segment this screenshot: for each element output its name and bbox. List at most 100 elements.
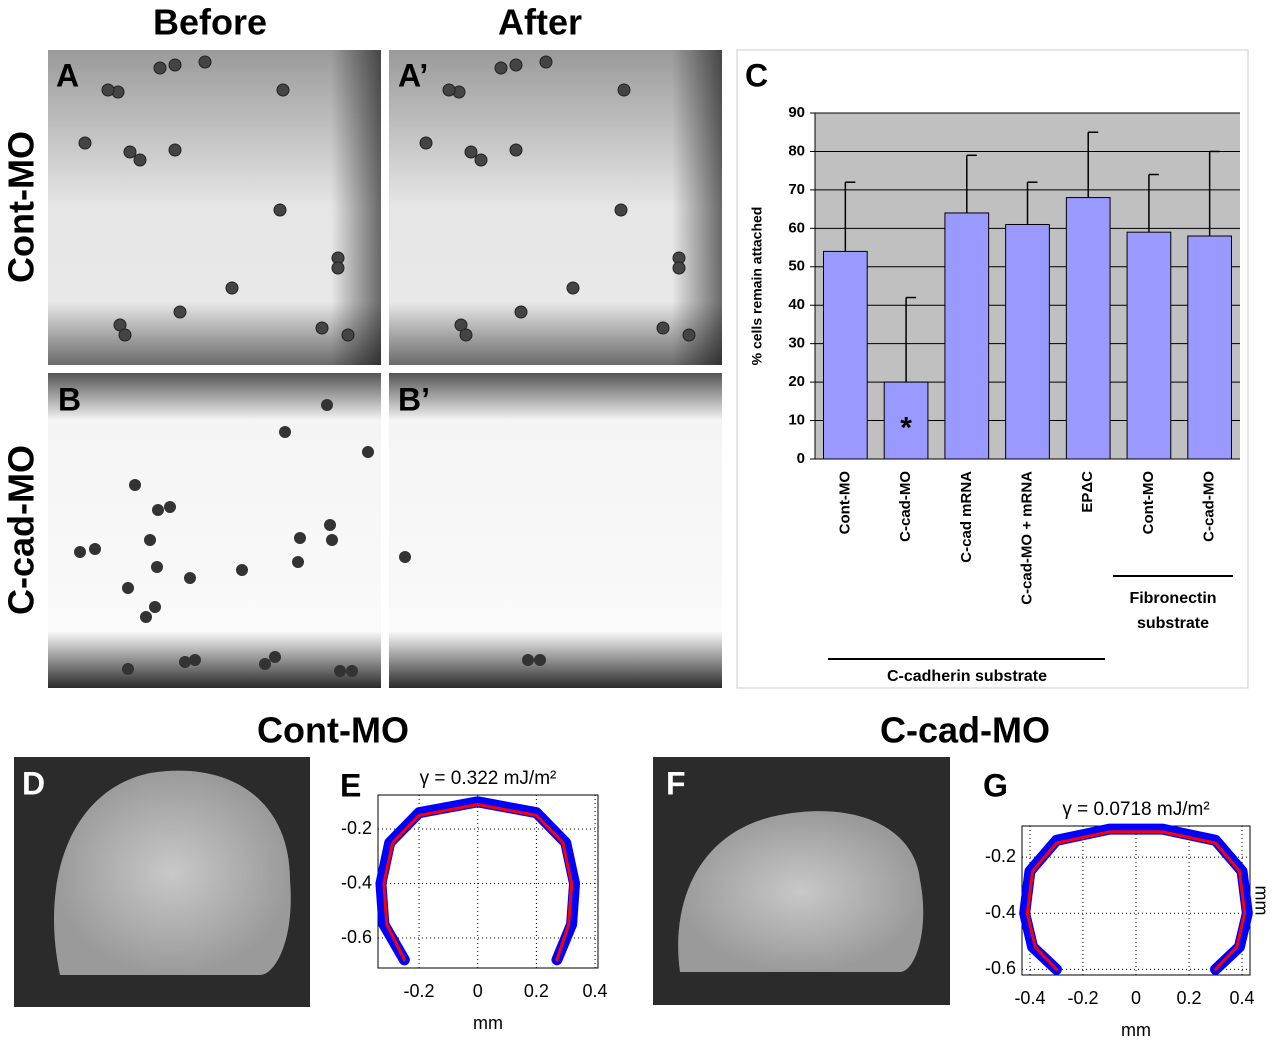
x-tick-label: 0 [473, 981, 483, 1001]
y-tick-label: 50 [788, 258, 805, 275]
cell [509, 143, 523, 157]
panel-label: B [58, 381, 81, 417]
curve [1019, 823, 1253, 975]
bar [1187, 235, 1233, 460]
image-a-shade [48, 50, 381, 365]
cell [656, 321, 670, 335]
cell [459, 328, 473, 342]
cell [164, 501, 176, 513]
bar [823, 250, 868, 460]
y-tick-label: 0 [797, 450, 805, 467]
y-axis-label: mm [1251, 886, 1271, 916]
cell [534, 654, 546, 666]
image-a-prime-shade [389, 50, 722, 365]
cell [292, 556, 304, 568]
cell [225, 281, 239, 295]
x-tick-label: 0.2 [524, 981, 549, 1001]
bar [944, 212, 990, 460]
cell [522, 654, 534, 666]
cell [129, 479, 141, 491]
y-tick-label: 10 [788, 412, 805, 429]
y-tick-label: -0.6 [341, 927, 372, 947]
cell [184, 572, 196, 584]
cell [539, 55, 553, 69]
y-tick-label: -0.2 [985, 846, 1016, 866]
x-tick-label: 0.4 [1230, 988, 1255, 1008]
group-label: C-cadherin substrate [887, 668, 1047, 685]
cell [279, 426, 291, 438]
x-tick-label: C-cad-MO + mRNA [1018, 471, 1035, 605]
x-tick-label: C-cad mRNA [958, 471, 975, 563]
group-label: Fibronectin substrate [1129, 590, 1216, 632]
cell [198, 55, 212, 69]
cell [315, 321, 329, 335]
x-axis-label: mm [1121, 1020, 1151, 1039]
cell [334, 665, 346, 677]
cell [442, 83, 456, 97]
cell [259, 658, 271, 670]
y-tick-label: 60 [788, 219, 805, 236]
cell [269, 651, 281, 663]
cell [149, 601, 161, 613]
panel-label: A [56, 57, 79, 93]
cell [236, 564, 248, 576]
aggregate-f [678, 811, 924, 972]
cell [617, 83, 631, 97]
y-tick-label: 20 [788, 373, 805, 390]
x-tick-label: Cont-MO [1140, 471, 1157, 535]
cell [189, 654, 201, 666]
x-tick-label: EPΔC [1079, 471, 1096, 513]
cell [321, 399, 333, 411]
cell [122, 663, 134, 675]
cell [346, 665, 358, 677]
cell [682, 328, 696, 342]
cell [144, 534, 156, 546]
cell [89, 543, 101, 555]
y-tick-label: -0.4 [985, 902, 1016, 922]
x-tick-label: -0.4 [1014, 988, 1045, 1008]
row-label: Cont-MO [1, 131, 42, 283]
curve [1025, 830, 1247, 971]
panel-label: C [745, 57, 768, 93]
cell [464, 145, 478, 159]
y-tick-label: 30 [788, 335, 805, 352]
panel-label: B’ [398, 381, 430, 417]
x-tick-label: 0.4 [583, 981, 608, 1001]
panel-label: E [340, 767, 361, 803]
y-tick-label: -0.6 [985, 958, 1016, 978]
panel-label: G [983, 767, 1008, 803]
panel-title: C-cad-MO [880, 710, 1050, 751]
x-tick-label: C-cad-MO [1201, 471, 1218, 542]
cells [74, 55, 696, 677]
cell [122, 582, 134, 594]
x-axis-label: mm [473, 1013, 503, 1033]
cell [494, 61, 508, 75]
cell [362, 446, 374, 458]
image-b-prime [389, 373, 722, 688]
panel-label: A’ [398, 57, 428, 93]
x-tick-label: 0 [1131, 988, 1141, 1008]
row-label: C-cad-MO [1, 445, 42, 615]
cell [341, 328, 355, 342]
panel-label: F [666, 765, 686, 801]
y-tick-label: -0.2 [341, 818, 372, 838]
cell [123, 145, 137, 159]
cell [399, 551, 411, 563]
curve [375, 796, 581, 966]
x-tick-label: -0.2 [404, 981, 435, 1001]
cell [294, 532, 306, 544]
cell [118, 328, 132, 342]
cell [273, 203, 287, 217]
x-tick-label: C-cad-MO [897, 471, 914, 542]
cell [672, 261, 686, 275]
cell [179, 656, 191, 668]
chart-title: γ = 0.322 mJ/m² [420, 768, 557, 789]
cell [276, 83, 290, 97]
y-tick-label: 40 [788, 296, 805, 313]
x-tick-label: Cont-MO [836, 471, 853, 535]
aggregate-d [54, 770, 291, 975]
y-tick-label: 80 [788, 142, 805, 159]
image-b [48, 373, 381, 688]
cell [151, 561, 163, 573]
cell [514, 305, 528, 319]
